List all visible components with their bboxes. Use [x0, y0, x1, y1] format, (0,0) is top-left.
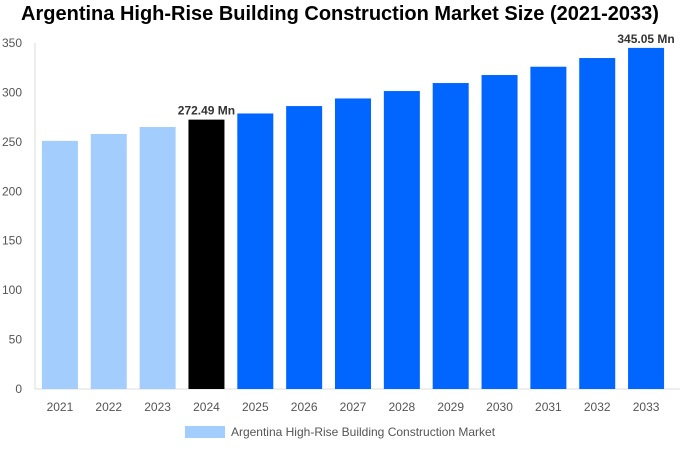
legend-swatch: [184, 426, 225, 438]
bar-2025: [237, 113, 274, 390]
x-tick-label: 2031: [535, 400, 562, 414]
bar-2030: [481, 75, 518, 389]
x-tick-label: 2025: [242, 400, 269, 414]
bar-2032: [579, 58, 616, 390]
y-tick-label: 50: [9, 333, 23, 347]
y-tick-label: 350: [2, 36, 22, 50]
bar-2026: [286, 106, 323, 389]
y-tick-label: 250: [2, 135, 22, 149]
bar-2027: [335, 98, 371, 389]
x-tick-label: 2023: [144, 400, 171, 414]
x-tick-label: 2032: [584, 400, 611, 414]
x-tick-label: 2030: [486, 400, 513, 414]
x-tick-label: 2024: [193, 400, 220, 414]
data-label-2024: 272.49 Mn: [178, 104, 235, 118]
bar-2028: [383, 91, 420, 390]
x-tick-label: 2028: [388, 400, 415, 414]
bar-2031: [530, 66, 567, 390]
x-tick-label: 2033: [633, 400, 660, 414]
y-tick-label: 200: [2, 184, 22, 198]
bar-2022: [90, 133, 127, 389]
y-tick-label: 0: [15, 382, 22, 396]
data-label-2033: 345.05 Mn: [617, 32, 674, 46]
bar-2023: [139, 127, 176, 390]
bar-2029: [432, 83, 469, 389]
bar-2024: [188, 119, 225, 389]
bar-2021: [41, 140, 78, 389]
x-tick-label: 2022: [95, 400, 122, 414]
x-tick-label: 2021: [47, 400, 74, 414]
legend-label: Argentina High-Rise Building Constructio…: [230, 425, 496, 439]
x-tick-label: 2026: [291, 400, 318, 414]
y-tick-label: 150: [2, 234, 22, 248]
x-tick-label: 2027: [340, 400, 367, 414]
legend: Argentina High-Rise Building Constructio…: [0, 425, 680, 439]
bar-2033: [628, 47, 665, 389]
chart-title: Argentina High-Rise Building Constructio…: [21, 3, 659, 25]
y-tick-label: 100: [2, 283, 22, 297]
x-tick-label: 2029: [437, 400, 464, 414]
y-tick-label: 300: [2, 85, 22, 99]
